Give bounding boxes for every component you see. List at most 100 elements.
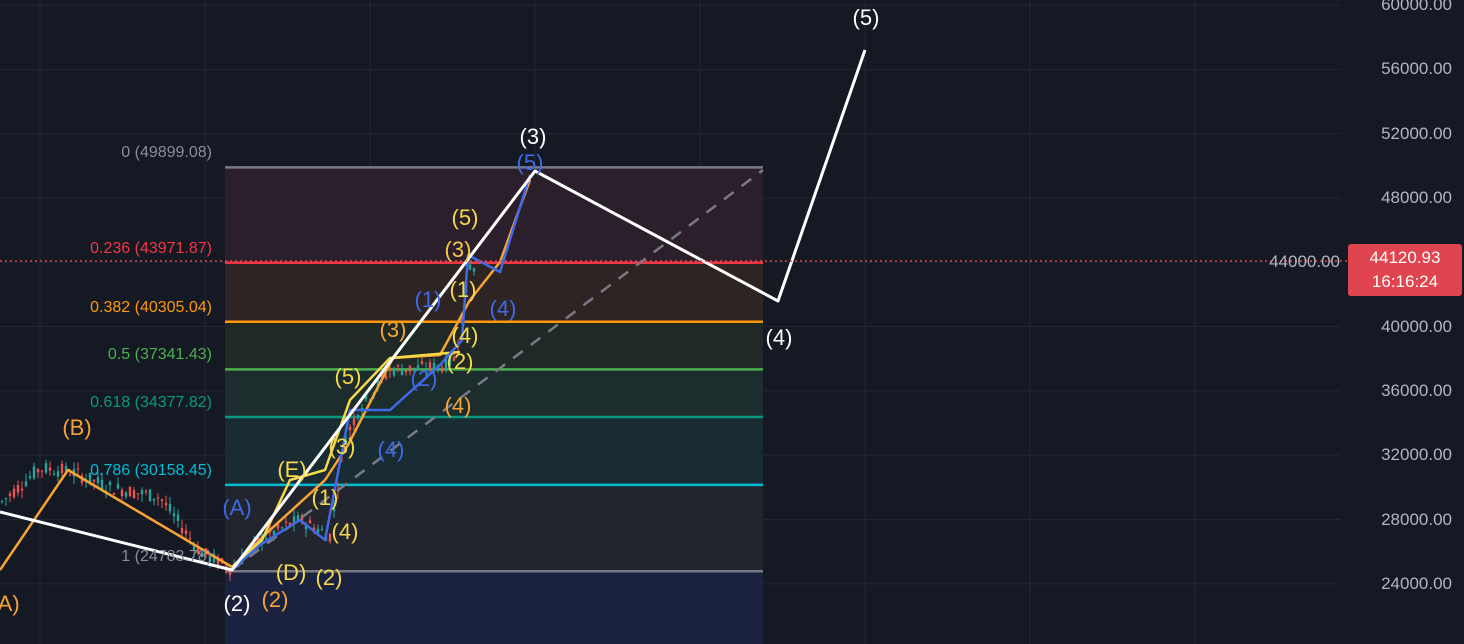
candle-body <box>176 514 180 521</box>
candle-body <box>184 530 188 535</box>
candle-body <box>460 313 464 323</box>
candle-body <box>420 361 424 364</box>
current-price-tag: 44120.93 16:16:24 <box>1348 244 1462 296</box>
candle-body <box>188 538 192 540</box>
wave-label: (A) <box>222 495 252 520</box>
candle-body <box>348 426 352 431</box>
candle-body <box>36 469 40 473</box>
price-axis-tick: 24000.00 <box>1381 573 1452 593</box>
candle-body <box>92 479 96 482</box>
candle-body <box>272 530 276 536</box>
candle-body <box>432 362 436 372</box>
fib-level-label: 0.236 (43971.87) <box>90 239 212 257</box>
wave-label: (1) <box>311 485 339 510</box>
candle-body <box>24 481 28 486</box>
candle-body <box>148 489 152 502</box>
candle-body <box>364 393 368 400</box>
candle-body <box>216 556 220 567</box>
fib-level-label: 0 (49899.08) <box>121 144 212 162</box>
candle-body <box>32 466 36 479</box>
candle-body <box>308 520 312 524</box>
wave-label: (2) <box>410 366 438 391</box>
candle-body <box>416 365 420 370</box>
candle-body <box>168 503 172 512</box>
candle-body <box>328 533 332 542</box>
fib-band <box>225 571 763 644</box>
candle-body <box>304 524 308 530</box>
candle-body <box>424 369 428 371</box>
candle-body <box>40 470 44 472</box>
wave-label: (5) <box>334 364 362 389</box>
candle-body <box>76 468 80 470</box>
wave-label: (3) <box>444 237 472 262</box>
candle-body <box>344 439 348 444</box>
candle-body <box>192 545 196 551</box>
candle-body <box>468 264 472 270</box>
wave-label: (2) <box>315 565 343 590</box>
candle-body <box>52 473 56 475</box>
candle-body <box>8 493 12 496</box>
wave-label: (E) <box>277 457 307 482</box>
candle-body <box>356 414 360 419</box>
price-axis-tick: 32000.00 <box>1381 445 1452 465</box>
wave-label: (4) <box>489 296 517 321</box>
fib-band <box>225 321 763 370</box>
fib-level-label: 1 (24783.78) <box>121 548 212 566</box>
wave-label: (2) <box>223 591 251 616</box>
candle-body <box>388 368 392 372</box>
candle-body <box>400 369 404 375</box>
wave-label: (D) <box>275 560 307 585</box>
wave-label: (5) <box>516 150 544 175</box>
candle-body <box>200 552 204 558</box>
candle-body <box>172 513 176 517</box>
candle-body <box>352 418 356 426</box>
candle-body <box>100 479 104 490</box>
candle-body <box>28 476 32 479</box>
candle-body <box>384 375 388 379</box>
price-axis-tick: 40000.00 <box>1381 316 1452 336</box>
wave-label: (A) <box>0 591 20 616</box>
fib-band <box>225 262 763 322</box>
wave-label: (2) <box>446 349 474 374</box>
candle-body <box>112 492 116 495</box>
candle-body <box>60 463 64 473</box>
fib-level-label: 0.5 (37341.43) <box>107 346 212 364</box>
candle-body <box>284 521 288 523</box>
candle-body <box>0 500 4 502</box>
candle-body <box>164 502 168 506</box>
fib-band <box>225 369 763 418</box>
candle-body <box>228 570 232 576</box>
candle-body <box>96 477 100 484</box>
candle-body <box>208 554 212 562</box>
wave-label: (5) <box>451 205 479 230</box>
price-axis-tick: 44000.00 <box>1269 252 1340 272</box>
wave-label: (3) <box>519 124 547 149</box>
candle-body <box>472 268 476 272</box>
candle-body <box>4 498 8 500</box>
candle-body <box>316 528 320 533</box>
candle-body <box>256 536 260 543</box>
price-axis-tick: 48000.00 <box>1381 187 1452 207</box>
candle-body <box>448 354 452 366</box>
candle-body <box>264 538 268 540</box>
candle-body <box>180 527 184 534</box>
candle-body <box>380 374 384 378</box>
candle-body <box>88 472 92 483</box>
price-axis-tick: 28000.00 <box>1381 509 1452 529</box>
trend-dashed-line <box>231 169 764 571</box>
candle-body <box>452 357 456 361</box>
candle-body <box>276 523 280 529</box>
price-axis-tick: 52000.00 <box>1381 123 1452 143</box>
bar-countdown: 16:16:24 <box>1371 272 1439 291</box>
candle-body <box>288 522 292 527</box>
price-axis-tick: 60000.00 <box>1381 0 1452 14</box>
wave-label: (4) <box>444 393 472 418</box>
candle-body <box>412 367 416 370</box>
candle-body <box>128 487 132 497</box>
wave-label: (5) <box>852 5 880 30</box>
candle-body <box>160 499 164 501</box>
candle-body <box>320 529 324 531</box>
wave-label: (B) <box>62 415 92 440</box>
fib-band <box>225 167 763 263</box>
